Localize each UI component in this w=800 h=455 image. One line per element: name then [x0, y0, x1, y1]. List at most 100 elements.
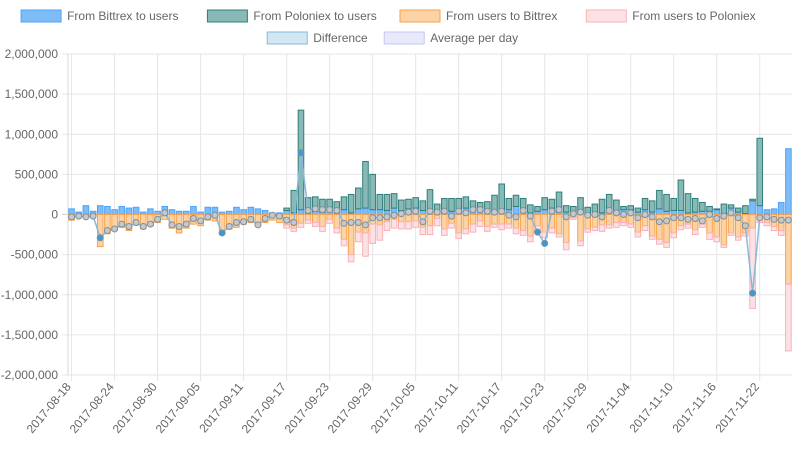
bar [555, 214, 563, 235]
legend-item: From Bittrex to users [20, 9, 178, 23]
bar [362, 207, 369, 216]
bar [562, 242, 570, 251]
line-point [240, 218, 248, 226]
bar [297, 214, 305, 224]
bar [598, 224, 606, 232]
bar [340, 238, 348, 247]
legend-item: From users to Bittrex [399, 9, 557, 23]
bar [312, 222, 319, 228]
legend-swatch [266, 31, 308, 45]
bar [734, 236, 742, 241]
line-point [96, 234, 104, 242]
bar [713, 208, 721, 211]
bar [383, 193, 391, 211]
bar [104, 205, 111, 216]
bar [283, 207, 290, 211]
bar [419, 209, 427, 216]
legend-label: From Poloniex to users [253, 9, 376, 23]
bar [355, 187, 362, 210]
line-point [627, 209, 635, 217]
bar [727, 214, 735, 234]
bar [727, 232, 735, 236]
line-difference [68, 149, 792, 297]
bar [362, 232, 369, 257]
line-point [333, 206, 341, 214]
line-point [569, 210, 577, 218]
line-point [483, 207, 491, 215]
bar [613, 222, 620, 228]
bar [462, 214, 470, 230]
bar [627, 205, 635, 211]
bar [376, 209, 384, 215]
bar [770, 226, 778, 232]
line-point [311, 205, 319, 213]
line-point [68, 213, 76, 221]
line-point [548, 207, 556, 215]
bar [240, 209, 247, 215]
bar [111, 209, 118, 215]
bar [785, 214, 792, 285]
line-point [440, 207, 448, 215]
line-point [462, 209, 470, 217]
line-point [455, 207, 463, 215]
bar [190, 205, 197, 216]
x-tick-label: 2017-11-22 [712, 380, 762, 436]
bar [398, 221, 405, 230]
bar [455, 214, 462, 234]
line-point [261, 215, 269, 223]
bar [648, 200, 656, 213]
bar [548, 227, 556, 234]
bar [340, 209, 348, 215]
bar [319, 214, 326, 228]
bar [132, 206, 140, 215]
line-point [648, 213, 656, 221]
y-tick-label: 1,000,000 [5, 127, 59, 141]
bar [749, 200, 756, 215]
line-point [426, 207, 434, 215]
bar [684, 223, 692, 229]
bar [347, 193, 355, 214]
legend-label: From users to Poloniex [632, 9, 755, 23]
legend-label: Average per day [430, 31, 518, 45]
bar [677, 209, 685, 216]
line-point [534, 228, 542, 236]
bar [125, 207, 133, 216]
line-point [304, 206, 312, 214]
bar [247, 206, 255, 215]
bar [419, 200, 427, 211]
line-point [283, 216, 291, 224]
bar [512, 194, 520, 207]
bar [677, 225, 685, 231]
legend-label: From users to Bittrex [446, 9, 557, 23]
series-from-poloniex-to-users [283, 109, 764, 215]
bar [555, 233, 563, 238]
legend-label: Difference [313, 31, 368, 45]
legend-swatch [585, 9, 627, 23]
bar [283, 224, 290, 229]
bar [304, 214, 312, 221]
line-point [448, 212, 456, 220]
bar [405, 198, 412, 210]
bar [634, 231, 642, 238]
bar [355, 231, 362, 243]
bar [691, 229, 699, 236]
bar [326, 214, 333, 220]
bar [261, 209, 269, 216]
line-point [756, 214, 764, 222]
bar [290, 227, 298, 232]
bar [412, 220, 419, 228]
legend-swatch [383, 31, 425, 45]
bar [777, 230, 785, 236]
line-point [290, 219, 298, 227]
bar [605, 224, 613, 229]
bar [742, 205, 749, 215]
bar [648, 235, 656, 240]
bar [441, 214, 448, 230]
bar [390, 193, 398, 209]
y-tick-label: -500,000 [11, 248, 59, 262]
bar [634, 207, 642, 213]
bar [254, 208, 262, 216]
bar [706, 232, 713, 240]
legend-item: From users to Poloniex [585, 9, 756, 23]
